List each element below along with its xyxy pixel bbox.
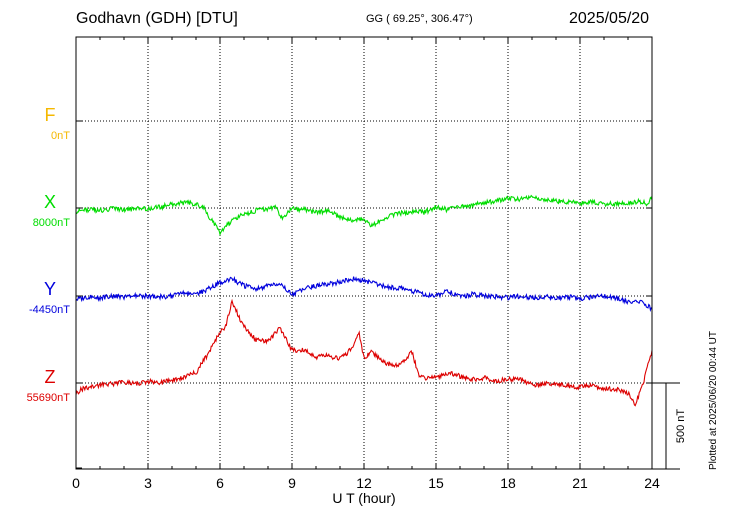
series-name-z: Z [45,367,56,387]
series-line-y [75,275,653,312]
series-line-z [75,298,653,407]
chart-title-date: 2025/05/20 [569,10,650,27]
series-baseline-x: 8000nT [33,217,71,229]
series-traces [75,194,653,407]
scale-bar: 500 nT [652,382,687,470]
x-tick-label: 6 [216,475,224,491]
series-name-f: F [45,105,56,125]
x-tick-label: 0 [72,475,80,491]
series-name-y: Y [44,279,56,299]
x-axis-label: U T (hour) [332,490,395,506]
axis-ticks: 0 3 6 9 12 15 18 21 24 [72,37,660,491]
x-tick-label: 12 [356,475,372,491]
series-name-x: X [44,192,56,212]
series-labels: F 0nT X 8000nT Y -4450nT Z 55690nT [27,105,71,404]
chart-subtitle-coords: GG ( 69.25°, 306.47°) [366,13,473,25]
x-tick-label: 3 [144,475,152,491]
scale-bar-label: 500 nT [675,409,687,444]
x-tick-label: 9 [288,475,296,491]
series-baseline-f: 0nT [51,130,70,142]
chart-title-station: Godhavn (GDH) [DTU] [76,10,238,27]
grid-lines [76,37,652,469]
x-tick-label: 24 [644,475,660,491]
x-tick-label: 18 [500,475,516,491]
series-baseline-z: 55690nT [27,392,71,404]
x-tick-label: 21 [572,475,588,491]
x-tick-label: 15 [428,475,444,491]
plotted-timestamp: Plotted at 2025/06/20 00:44 UT [708,331,719,470]
series-line-x [75,194,653,237]
series-baseline-y: -4450nT [29,304,70,316]
